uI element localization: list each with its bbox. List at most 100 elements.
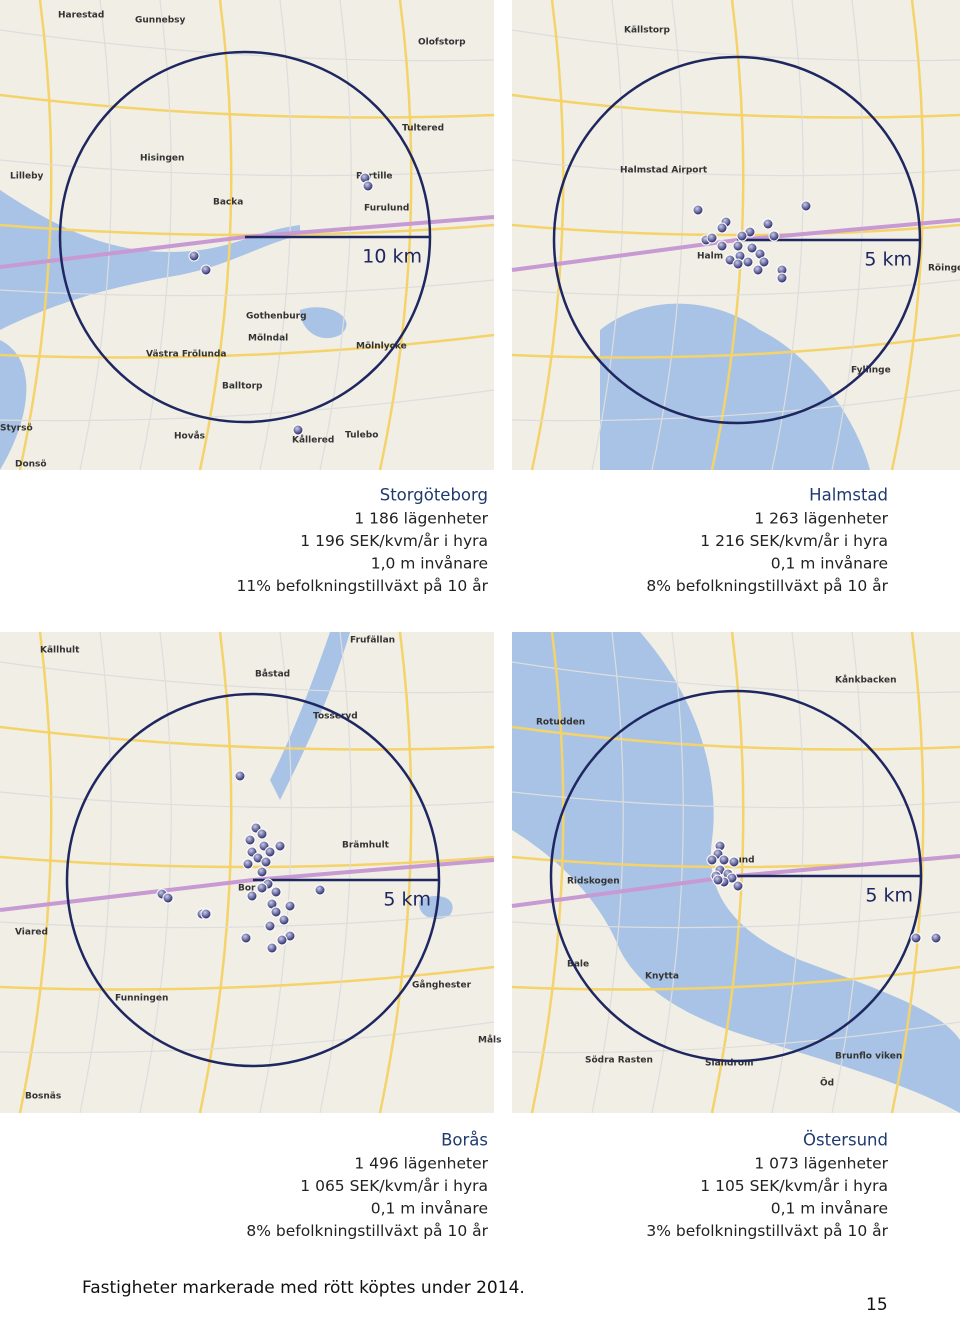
property-marker	[758, 256, 770, 268]
road	[198, 631, 233, 1114]
property-marker	[256, 866, 268, 878]
panel-line: 1 186 lägenheter	[354, 510, 488, 528]
property-marker	[732, 240, 744, 252]
road	[0, 911, 495, 929]
panel-line: 1 216 SEK/kvm/år i hyra	[700, 532, 888, 550]
map-label: Halm	[697, 252, 723, 262]
property-marker	[692, 204, 704, 216]
panel-title: Borås	[441, 1131, 488, 1150]
radius-label: 10 km	[362, 246, 422, 268]
property-marker	[716, 240, 728, 252]
property-marker	[240, 932, 252, 944]
map-label: Funningen	[115, 994, 168, 1004]
map-label: Tultered	[402, 124, 444, 134]
road	[0, 725, 495, 751]
property-marker	[362, 180, 374, 192]
road	[831, 631, 864, 1114]
property-marker	[270, 906, 282, 918]
road	[771, 631, 804, 1114]
property-marker	[732, 880, 744, 892]
property-marker	[284, 900, 296, 912]
property-marker	[244, 834, 256, 846]
property-marker	[200, 264, 212, 276]
panel-line: 3% befolkningstillväxt på 10 år	[646, 1222, 888, 1240]
page-number: 15	[866, 1295, 888, 1313]
property-marker	[256, 828, 268, 840]
road	[0, 791, 495, 809]
map-label: Viared	[15, 928, 48, 938]
map-label: Båstad	[255, 669, 290, 680]
road	[18, 631, 53, 1114]
road	[79, 0, 112, 471]
road	[530, 0, 565, 471]
panel-line: 11% befolkningstillväxt på 10 år	[237, 577, 489, 595]
panel-line: 1 196 SEK/kvm/år i hyra	[300, 532, 488, 550]
road	[0, 389, 495, 422]
road	[0, 1021, 495, 1054]
panel-title: Halmstad	[809, 486, 888, 505]
property-marker	[266, 942, 278, 954]
panel-line: 1 105 SEK/kvm/år i hyra	[700, 1177, 888, 1195]
map-label: Brunflo viken	[835, 1052, 902, 1062]
property-marker	[260, 856, 272, 868]
property-marker	[200, 908, 212, 920]
water	[0, 190, 347, 470]
road	[511, 159, 960, 177]
map-label: Bosnäs	[25, 1092, 61, 1102]
panel-title: Östersund	[803, 1131, 888, 1150]
road	[378, 631, 413, 1114]
panel-line: 0,1 m invånare	[371, 1200, 488, 1218]
road	[511, 93, 960, 119]
map-label: Gothenburg	[246, 312, 307, 322]
map-label: Tulebo	[345, 431, 378, 441]
map-label: Styrsö	[0, 424, 33, 434]
property-marker	[930, 932, 942, 944]
road	[198, 0, 233, 471]
road	[139, 631, 172, 1114]
map-label: Knytta	[645, 972, 679, 982]
map-label: Ridskogen	[567, 877, 620, 887]
map-label: Röinge	[928, 264, 960, 274]
map-label: Måls	[478, 1035, 501, 1046]
map-label: Rotudden	[536, 718, 585, 728]
property-marker	[768, 230, 780, 242]
map-label: Fyllinge	[851, 366, 891, 376]
map-label: Mölndal	[248, 334, 288, 344]
map-label: Furulund	[364, 204, 409, 214]
map-label: Lilleby	[10, 172, 44, 182]
map-label: Västra Frölunda	[146, 350, 226, 360]
road	[378, 0, 413, 471]
property-marker	[728, 856, 740, 868]
panel-line: 1 263 lägenheter	[754, 510, 888, 528]
road	[79, 631, 112, 1114]
panel-title: Storgöteborg	[380, 486, 488, 505]
map: Källstorp Halmstad Airport Halm Röinge Fylli…	[511, 0, 960, 471]
map-label: Hisingen	[140, 154, 184, 164]
property-marker	[706, 854, 718, 866]
property-marker	[762, 218, 774, 230]
road	[530, 631, 565, 1114]
water	[512, 632, 960, 1113]
property-marker	[242, 858, 254, 870]
property-marker	[278, 914, 290, 926]
road	[0, 93, 495, 119]
property-marker	[292, 424, 304, 436]
map-label: Halmstad Airport	[620, 166, 708, 176]
property-marker	[270, 886, 282, 898]
property-marker	[706, 232, 718, 244]
property-marker	[712, 874, 724, 886]
map-label: Mölnlycke	[356, 342, 407, 352]
map-label: Tosseryd	[313, 712, 358, 722]
property-marker	[314, 884, 326, 896]
property-marker	[718, 854, 730, 866]
map-label: Gånghester	[412, 980, 472, 991]
map-label: Bale	[567, 960, 589, 970]
map-label: Brämhult	[342, 841, 390, 851]
road	[511, 911, 960, 929]
panel-line: 1 065 SEK/kvm/år i hyra	[300, 1177, 488, 1195]
road	[0, 965, 495, 991]
panel-line: 1 073 lägenheter	[754, 1155, 888, 1173]
map-label: Hovås	[174, 431, 205, 442]
property-marker	[276, 934, 288, 946]
